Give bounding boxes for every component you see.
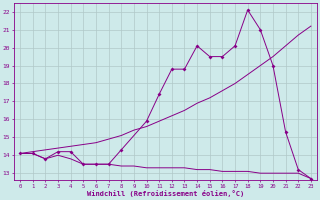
X-axis label: Windchill (Refroidissement éolien,°C): Windchill (Refroidissement éolien,°C) (87, 190, 244, 197)
